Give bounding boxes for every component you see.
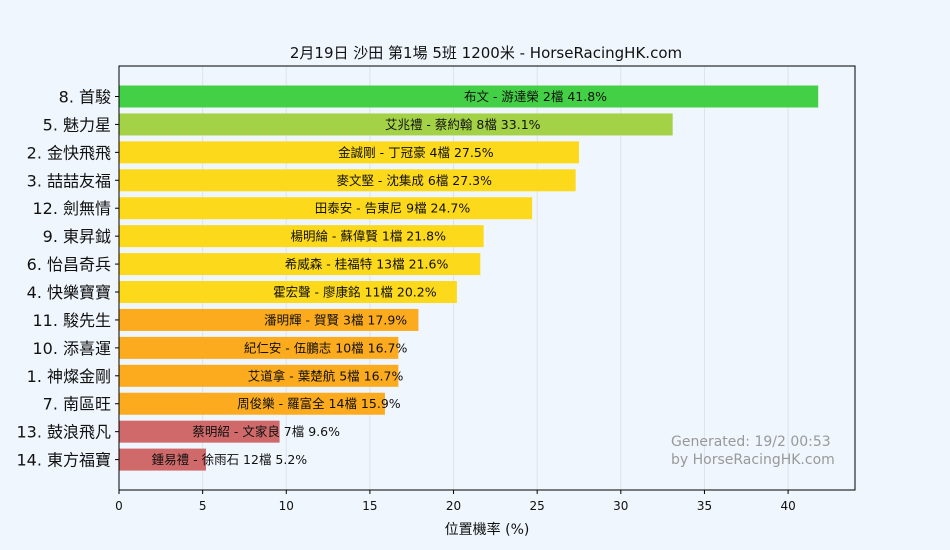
bar-label: 霍宏聲 - 廖康銘 11檔 20.2% bbox=[273, 285, 437, 300]
y-tick-label: 14. 東方福寶 bbox=[16, 451, 111, 470]
chart-title: 2月19日 沙田 第1場 5班 1200米 - HorseRacingHK.co… bbox=[290, 44, 682, 62]
y-tick-label: 13. 鼓浪飛凡 bbox=[16, 423, 111, 442]
y-tick-label: 7. 南區旺 bbox=[43, 395, 111, 414]
y-tick-label: 9. 東昇鉞 bbox=[43, 227, 111, 246]
bar bbox=[119, 448, 206, 471]
y-tick-label: 1. 神燦金剛 bbox=[27, 367, 111, 386]
bar bbox=[119, 392, 385, 415]
bar bbox=[119, 197, 533, 220]
x-tick-label: 25 bbox=[530, 499, 545, 513]
bar bbox=[119, 225, 484, 248]
y-tick-label: 4. 快樂寶寶 bbox=[27, 283, 111, 302]
y-tick-label: 5. 魅力星 bbox=[43, 115, 111, 134]
bar-label: 艾道拿 - 葉楚航 5檔 16.7% bbox=[248, 368, 404, 383]
y-tick-label: 12. 劍無情 bbox=[32, 199, 111, 218]
y-tick-label: 8. 首駿 bbox=[59, 88, 111, 107]
y-tick-label: 3. 喆喆友福 bbox=[27, 171, 111, 190]
bar-label: 楊明綸 - 蘇偉賢 1檔 21.8% bbox=[290, 229, 446, 244]
bar-label: 金誠剛 - 丁冠豪 4檔 27.5% bbox=[338, 145, 494, 160]
bar bbox=[119, 85, 819, 108]
bar-label: 希威森 - 桂福特 13檔 21.6% bbox=[285, 257, 449, 272]
y-tick-label: 2. 金快飛飛 bbox=[27, 143, 111, 162]
x-tick-label: 35 bbox=[697, 499, 712, 513]
bar-label: 艾兆禮 - 蔡約翰 8檔 33.1% bbox=[385, 117, 541, 132]
bar bbox=[119, 336, 399, 359]
bar-label: 潘明輝 - 賀賢 3檔 17.9% bbox=[264, 312, 407, 327]
x-axis-label: 位置機率 (%) bbox=[445, 521, 530, 538]
x-tick-label: 30 bbox=[613, 499, 628, 513]
plot-frame bbox=[118, 65, 856, 491]
bar-label: 布文 - 游達榮 2檔 41.8% bbox=[464, 89, 607, 104]
x-tick-label: 0 bbox=[115, 499, 123, 513]
bar-label: 蔡明紹 - 文家良 7檔 9.6% bbox=[192, 424, 340, 439]
bar bbox=[119, 420, 280, 443]
bar bbox=[119, 253, 481, 276]
generated-annotation: Generated: 19/2 00:53 bbox=[671, 434, 831, 450]
bar bbox=[119, 281, 457, 304]
bar-label: 麥文堅 - 沈集成 6檔 27.3% bbox=[336, 173, 492, 188]
bar bbox=[119, 308, 419, 331]
y-tick-label: 10. 添喜運 bbox=[32, 339, 111, 358]
x-tick-label: 10 bbox=[279, 499, 294, 513]
y-tick-label: 6. 怡昌奇兵 bbox=[27, 255, 111, 274]
bar-label: 周俊樂 - 羅富全 14檔 15.9% bbox=[237, 396, 401, 411]
bar bbox=[119, 113, 673, 136]
bar bbox=[119, 169, 576, 192]
bar-label: 鍾易禮 - 徐雨石 12檔 5.2% bbox=[152, 452, 308, 467]
bar-label: 田泰安 - 告東尼 9檔 24.7% bbox=[315, 201, 471, 216]
bar bbox=[119, 364, 399, 387]
x-tick-label: 20 bbox=[446, 499, 461, 513]
y-tick-label: 11. 駿先生 bbox=[32, 311, 111, 330]
source-annotation: by HorseRacingHK.com bbox=[671, 452, 835, 468]
bar-label: 紀仁安 - 伍鵬志 10檔 16.7% bbox=[244, 340, 408, 355]
x-tick-label: 15 bbox=[362, 499, 377, 513]
x-tick-label: 5 bbox=[199, 499, 207, 513]
x-tick-label: 40 bbox=[780, 499, 795, 513]
bar bbox=[119, 141, 579, 164]
